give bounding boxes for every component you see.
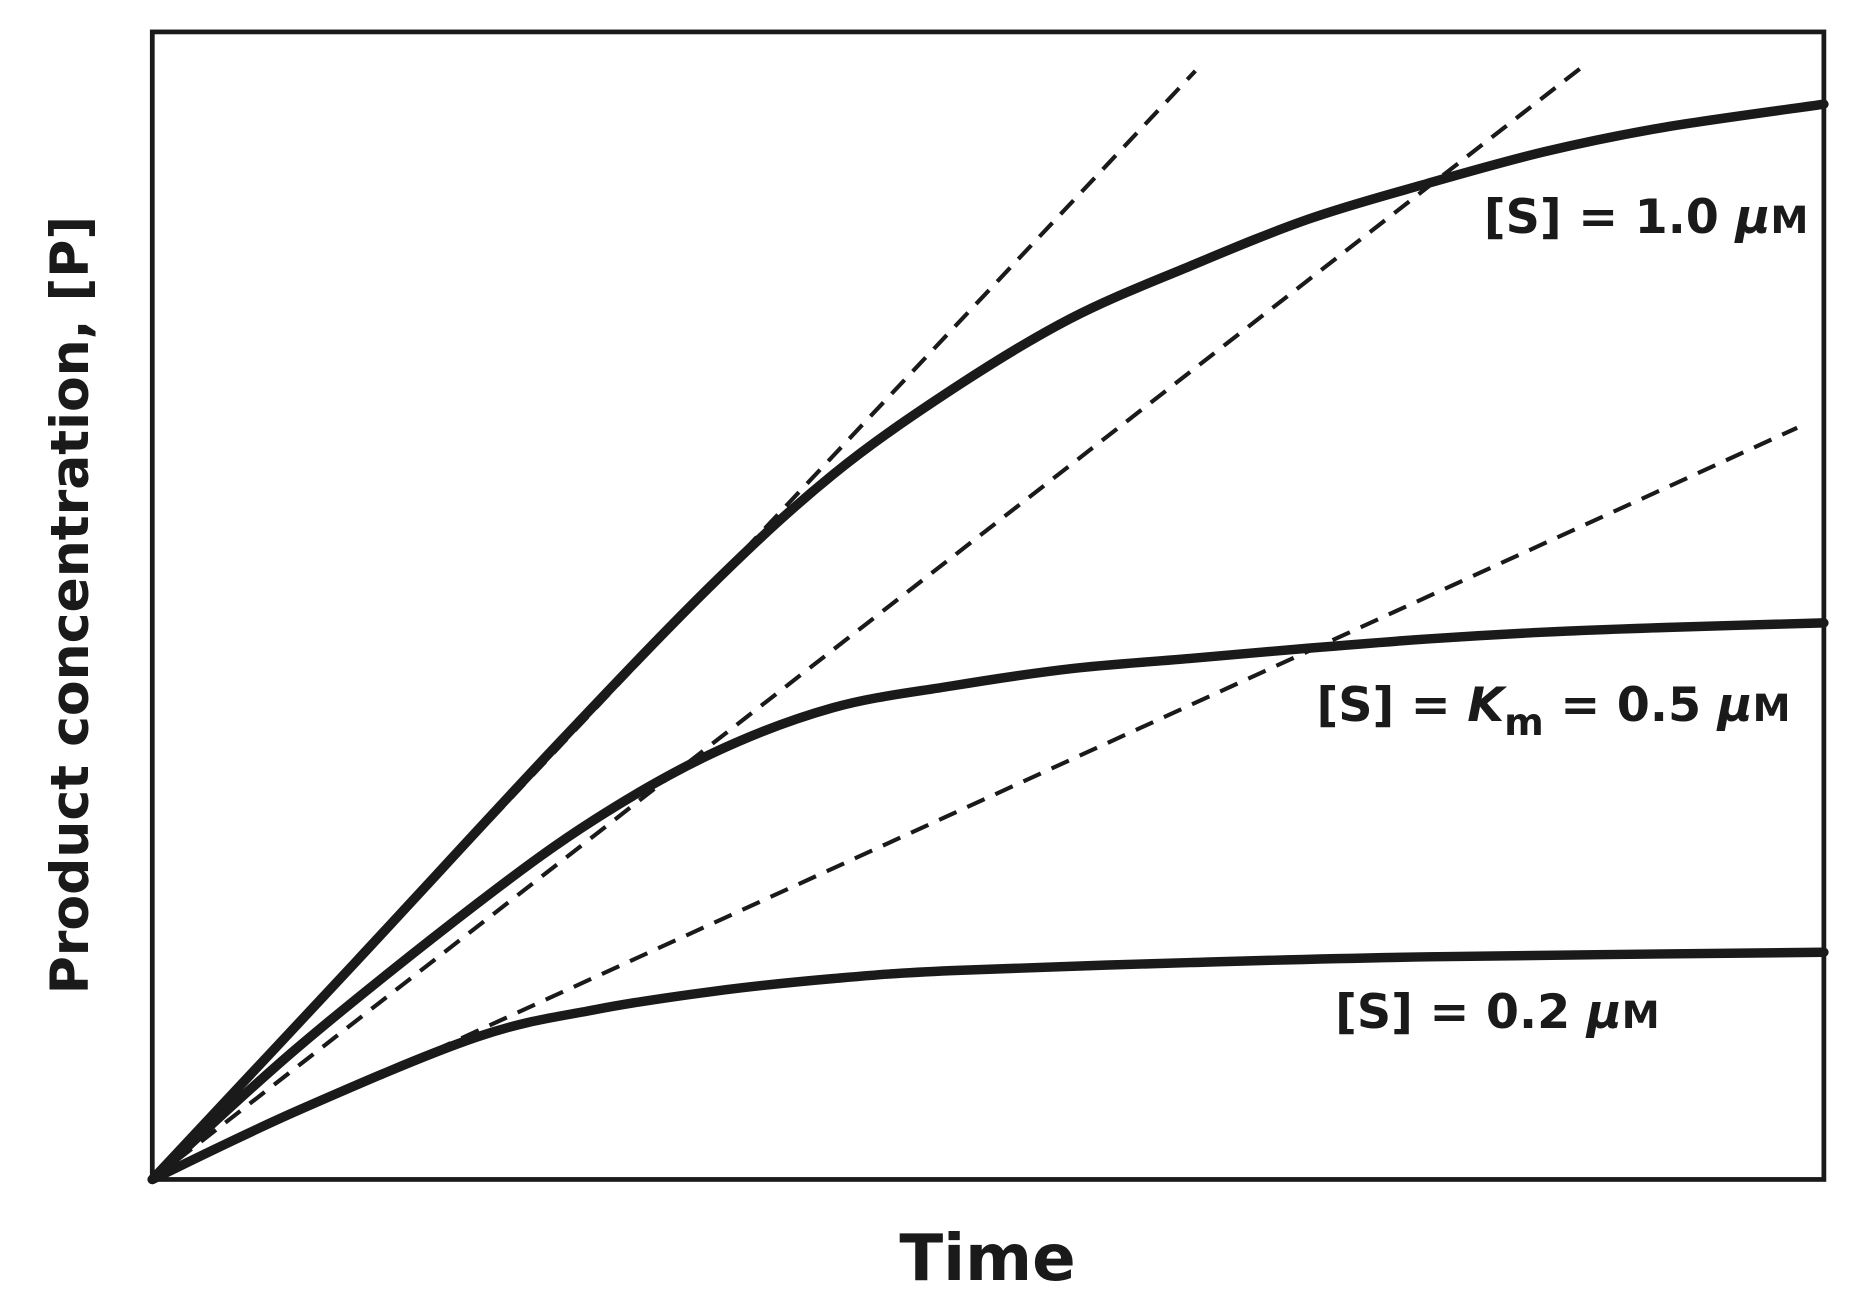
label-part: μ xyxy=(1585,985,1622,1040)
label-part: K xyxy=(1467,678,1507,733)
curve-s-0-2 xyxy=(147,947,1829,1185)
curve-s-1-0 xyxy=(147,99,1829,1185)
label-part: = 0.5 xyxy=(1544,678,1718,733)
label-part: μ xyxy=(1716,678,1753,733)
label-part: [S] = xyxy=(1316,678,1467,733)
label-part: [S] = 1.0 xyxy=(1484,190,1736,245)
series-labels: [S] = 1.0 μM[S] = Km = 0.5 μM[S] = 0.2 μ… xyxy=(1316,190,1808,1040)
label-part: [S] = 0.2 xyxy=(1335,985,1587,1040)
curve-s-0-5 xyxy=(147,618,1829,1185)
label-part: μ xyxy=(1733,190,1770,245)
label-part: M xyxy=(1771,198,1809,242)
series-label-s-0-2: [S] = 0.2 μM xyxy=(1335,985,1660,1040)
progress-curves xyxy=(147,99,1829,1185)
series-label-s-0-5: [S] = Km = 0.5 μM xyxy=(1316,678,1790,744)
plot-frame xyxy=(149,29,1827,1182)
tangent-line-s-0-5 xyxy=(151,65,1583,1182)
label-part: M xyxy=(1622,993,1660,1037)
series-label-s-1-0: [S] = 1.0 μM xyxy=(1484,190,1809,245)
x-axis-label: Time xyxy=(899,1222,1075,1296)
tangent-line-s-0-2 xyxy=(151,425,1799,1182)
label-part: m xyxy=(1504,700,1544,744)
y-axis-label: Product concentration, [P] xyxy=(41,216,101,994)
label-part: M xyxy=(1753,686,1791,730)
